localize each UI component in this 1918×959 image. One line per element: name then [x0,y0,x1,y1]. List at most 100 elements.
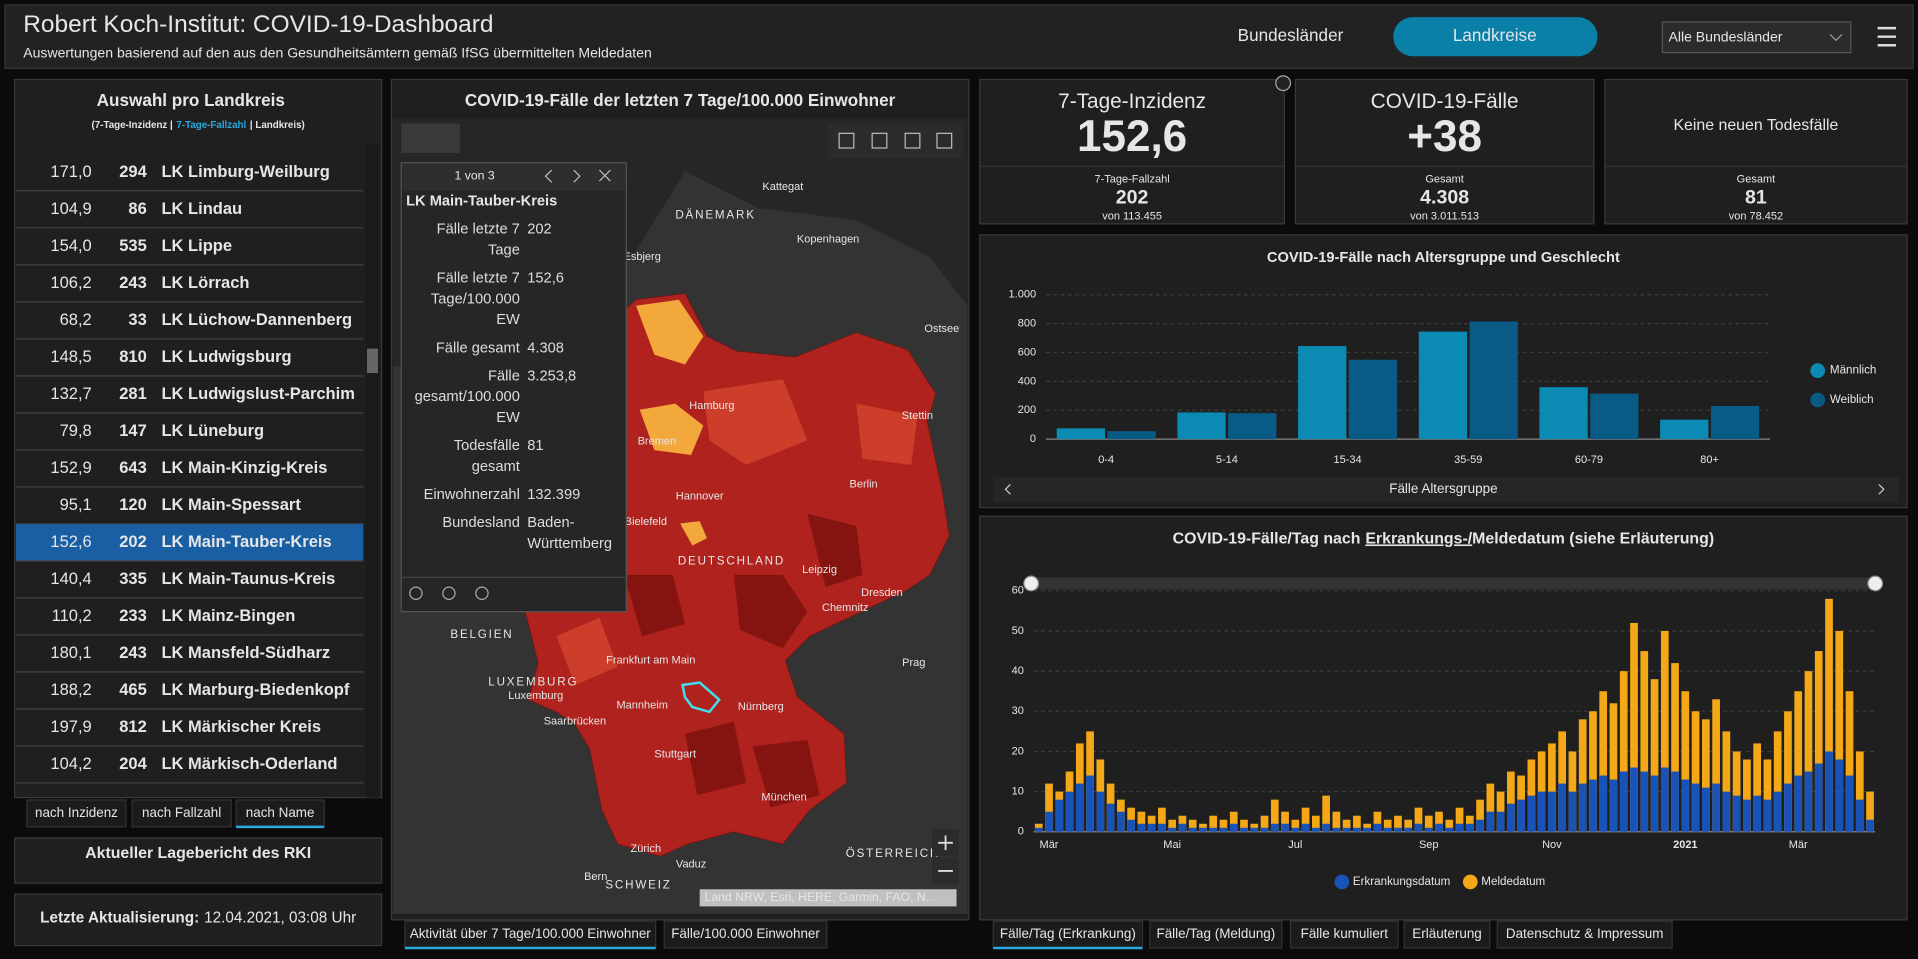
row-incidence: 106,2 [50,274,91,292]
bar [1363,827,1372,832]
bar [1404,819,1413,832]
bar [1270,823,1279,832]
tab-button[interactable]: Landkreise [1453,26,1537,45]
row-incidence: 104,9 [50,200,91,218]
list-row[interactable]: 154,0 535 LK Lippe [15,237,364,266]
bar [1814,651,1823,832]
row-count: 243 [119,274,147,292]
bar [1332,827,1341,832]
dropdown[interactable] [1661,21,1852,54]
list-row[interactable]: 132,7 281 LK Ludwigslust-Parchim [15,385,364,414]
map-region-high [623,574,685,637]
list-row[interactable]: 104,9 86 LK Lindau [15,200,364,229]
sort-button[interactable] [131,799,232,828]
bar [1630,622,1638,832]
expand-icon[interactable] [1275,75,1292,92]
sort-button[interactable] [26,799,127,828]
map-toolbar-right[interactable] [828,123,963,158]
row-name: LK Limburg-Weilburg [161,163,329,181]
list-row[interactable]: 68,2 33 LK Lüchow-Dannenberg [15,311,364,340]
tab-button[interactable]: Bundesländer [1238,26,1344,45]
list-row[interactable]: 180,1 243 LK Mansfeld-Südharz [15,644,364,673]
map-tab[interactable] [404,920,657,949]
row-incidence: 154,0 [50,237,91,255]
chart-tab[interactable] [1403,920,1491,949]
list-row[interactable]: 188,2 465 LK Marburg-Biedenkopf [15,681,364,710]
map-selected-district[interactable] [681,681,721,714]
list-row[interactable]: 171,0 294 LK Limburg-Weilburg [15,163,364,192]
legend-label: Männlich [1830,364,1876,377]
map-city-label: Esbjerg [624,251,661,263]
list-row[interactable]: 95,1 120 LK Main-Spessart [15,496,364,525]
list-row[interactable]: 110,2 233 LK Mainz-Bingen [15,607,364,636]
list-row[interactable]: 106,2 243 LK Lörrach [15,274,364,303]
sort-button[interactable] [235,799,325,828]
bar [1312,827,1320,832]
popup-action-icon[interactable] [409,586,423,600]
list-row[interactable]: 152,9 643 LK Main-Kinzig-Kreis [15,459,364,488]
list-row[interactable]: 140,4 335 LK Main-Taunus-Kreis [15,570,364,599]
row-name: LK Marburg-Biedenkopf [161,681,349,699]
bar [1424,827,1433,832]
sort-button-label: nach Name [246,805,315,820]
bar [1712,699,1720,832]
map-tool-icon[interactable] [936,132,953,149]
bar [1866,791,1874,832]
chart-tab[interactable] [992,920,1144,949]
list-row[interactable]: 197,9 812 LK Märkischer Kreis [15,718,364,747]
tab-button-active[interactable] [1393,17,1598,57]
scroll-thumb[interactable] [366,348,378,374]
y-tick-label: 30 [1012,705,1024,717]
row-name: LK Lüneburg [161,422,264,440]
bar [1548,743,1556,832]
list-rows: 171,0 294 LK Limburg-Weilburg 104,9 86 LK Lin… [15,163,364,784]
update-box [14,893,383,947]
bar [1229,823,1238,832]
map-city-label: Ostsee [924,323,959,335]
list-row[interactable]: 152,6 202 LK Main-Tauber-Kreis [15,524,364,562]
bar [1855,751,1864,832]
map-tool-icon[interactable] [838,132,855,149]
bar [1701,719,1710,832]
y-tick-label: 400 [1018,375,1036,387]
list-row-selected [15,524,364,561]
bar [1589,711,1597,832]
bar [1710,405,1760,440]
popup-action-icon[interactable] [475,586,489,600]
bar [1773,791,1782,832]
bar [1260,827,1269,832]
map-tool-icon[interactable] [871,132,888,149]
map-tab[interactable] [663,920,828,949]
map-toolbar-left[interactable] [401,123,460,153]
kpi-sub-total: von 78.452 [1729,210,1783,222]
list-row[interactable]: 79,8 147 LK Lüneburg [15,422,364,451]
map-city-label: Stettin [902,410,933,422]
row-incidence: 132,7 [50,385,91,403]
slider-handle[interactable] [1023,575,1040,592]
map-tool-icon[interactable] [904,132,921,149]
bar [1353,827,1361,832]
y-tick-label: 10 [1012,786,1024,798]
bar [1342,819,1351,832]
bar [1394,827,1402,832]
chart-tab[interactable] [1289,920,1399,949]
bar [1404,827,1413,832]
chart-tab[interactable] [1496,920,1673,949]
popup-action-icon[interactable] [442,586,456,600]
time-slider[interactable] [1033,577,1876,590]
chart-tab[interactable] [1149,920,1283,949]
map-city-label: Vaduz [676,859,706,871]
map-city-label: Dresden [861,587,903,599]
chart-title-part[interactable]: Erkrankungs-/ [1365,531,1472,548]
popup-nav[interactable] [544,169,611,183]
attribution-bg [699,889,957,907]
slider-handle[interactable] [1867,575,1884,592]
row-count: 335 [119,570,147,588]
chart-tab-label: Fälle/Tag (Erkrankung) [1000,926,1136,941]
bar [1075,783,1084,832]
list-row[interactable]: 148,5 810 LK Ludwigsburg [15,348,364,377]
report-link[interactable]: Aktueller Lagebericht des RKI [85,845,311,862]
list-row[interactable]: 104,2 204 LK Märkisch-Oderland [15,755,364,784]
row-name: LK Lörrach [161,274,249,292]
page-arrows[interactable] [1004,483,1885,495]
